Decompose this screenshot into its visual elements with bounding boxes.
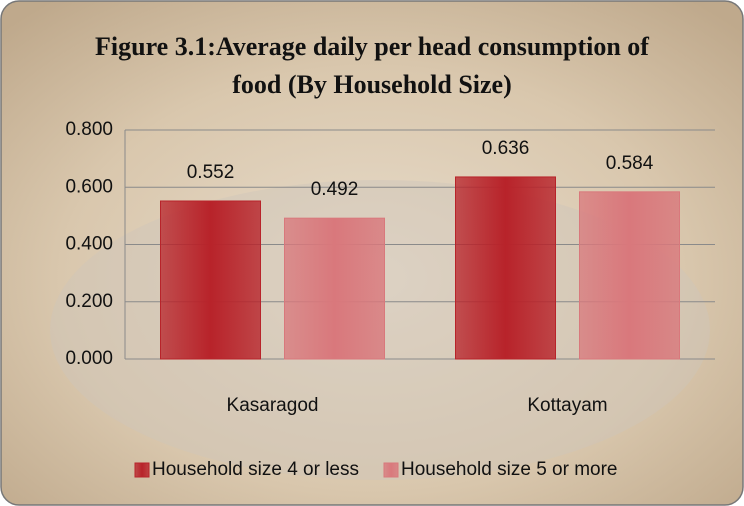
x-tick-label: Kasaragod: [227, 395, 319, 416]
y-tick-label: 0.000: [65, 348, 113, 369]
x-tick-label: Kottayam: [527, 395, 607, 416]
y-tick-label: 0.200: [65, 291, 113, 312]
bar: [284, 217, 385, 360]
y-tick-label: 0.400: [65, 234, 113, 255]
legend-label: Household size 4 or less: [152, 459, 359, 480]
data-label: 0.492: [311, 179, 359, 200]
bar: [579, 191, 680, 360]
bar: [160, 200, 261, 360]
data-label: 0.584: [606, 153, 654, 174]
legend-swatch: [134, 462, 150, 478]
y-tick-label: 0.600: [65, 176, 113, 197]
bar: [455, 176, 556, 360]
legend-swatch: [383, 462, 399, 478]
legend-label: Household size 5 or more: [401, 459, 618, 480]
data-label: 0.552: [187, 162, 235, 183]
chart-title: Figure 3.1:Average daily per head consum…: [95, 32, 649, 99]
data-label: 0.636: [482, 138, 530, 159]
y-tick-label: 0.800: [65, 119, 113, 140]
